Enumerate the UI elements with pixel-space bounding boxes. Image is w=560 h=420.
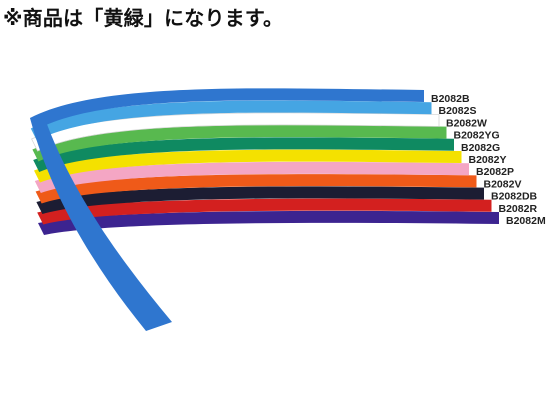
- variant-code-labels: B2082BB2082SB2082WB2082YGB2082GB2082YB20…: [431, 93, 546, 227]
- headband-b2082r: [37, 198, 492, 225]
- headband-b2082v: [35, 174, 477, 204]
- variant-code-b2082p: B2082P: [476, 166, 514, 178]
- variant-code-b2082v: B2082V: [484, 178, 522, 190]
- variant-code-b2082g: B2082G: [461, 142, 500, 154]
- variant-code-b2082db: B2082DB: [491, 191, 538, 203]
- headband-b2082m: [38, 210, 499, 235]
- headband-b2082yg: [32, 125, 447, 162]
- headband-b2082p: [34, 161, 470, 193]
- headband-stack: [30, 88, 499, 331]
- page-title: ※商品は「黄緑」になります。: [3, 6, 284, 30]
- variant-code-b2082s: B2082S: [439, 105, 477, 117]
- variant-code-b2082m: B2082M: [506, 215, 546, 227]
- variant-code-b2082w: B2082W: [446, 117, 487, 129]
- headband-tail-b2082b: [30, 116, 172, 331]
- variant-code-b2082y: B2082Y: [469, 154, 507, 166]
- headband-b2082s: [30, 100, 432, 141]
- headband-b2082y: [34, 149, 462, 183]
- headband-b2082b: [30, 88, 424, 130]
- headband-b2082db: [36, 186, 485, 214]
- variant-code-b2082r: B2082R: [499, 203, 538, 215]
- variant-code-b2082b: B2082B: [431, 93, 470, 105]
- variant-code-b2082yg: B2082YG: [454, 130, 500, 142]
- headband-b2082g: [33, 137, 454, 172]
